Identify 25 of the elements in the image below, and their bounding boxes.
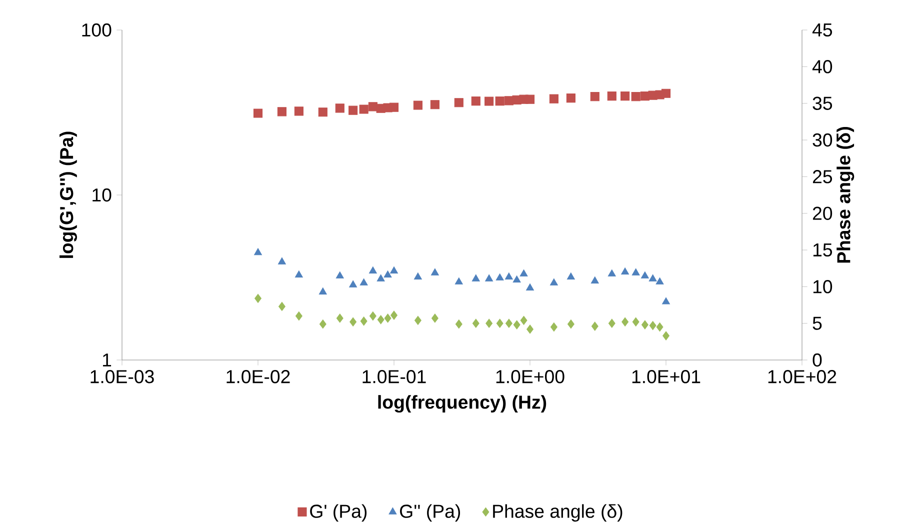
y-tick-label: 1 bbox=[103, 354, 112, 366]
y2-tick-label: 5 bbox=[812, 316, 822, 330]
legend-label: G'' (Pa) bbox=[400, 504, 460, 522]
x-tick-label: 1.0E-01 bbox=[362, 370, 426, 384]
y-tick-label: 10 bbox=[92, 188, 112, 202]
y2-tick-label: 30 bbox=[812, 133, 832, 147]
y2-tick-label: 10 bbox=[813, 280, 832, 294]
y2-tick-label: 25 bbox=[812, 170, 832, 184]
legend-label: Phase angle (δ) bbox=[493, 504, 622, 522]
legend-label: G' (Pa) bbox=[310, 504, 367, 522]
y2-tick-label: 35 bbox=[812, 96, 832, 110]
x-axis-title: log(frequency) (Hz) bbox=[378, 395, 546, 413]
y-axis-title: log(G',G'') (Pa) bbox=[60, 132, 77, 258]
x-tick-label: 1.0E-03 bbox=[90, 370, 154, 384]
x-tick-label: 1.0E+01 bbox=[632, 370, 700, 384]
y2-tick-label: 45 bbox=[812, 23, 832, 37]
x-tick-label: 1.0E+02 bbox=[768, 370, 836, 384]
y2-tick-label: 20 bbox=[812, 206, 832, 220]
y2-axis-title: Phase angle (δ) bbox=[836, 127, 854, 263]
y-tick-label: 100 bbox=[82, 23, 112, 37]
y2-tick-label: 15 bbox=[813, 243, 832, 257]
y2-tick-label: 0 bbox=[812, 353, 822, 367]
x-tick-label: 1.0E-02 bbox=[226, 370, 290, 384]
x-tick-label: 1.0E+00 bbox=[496, 370, 564, 384]
y2-tick-label: 40 bbox=[812, 60, 832, 74]
